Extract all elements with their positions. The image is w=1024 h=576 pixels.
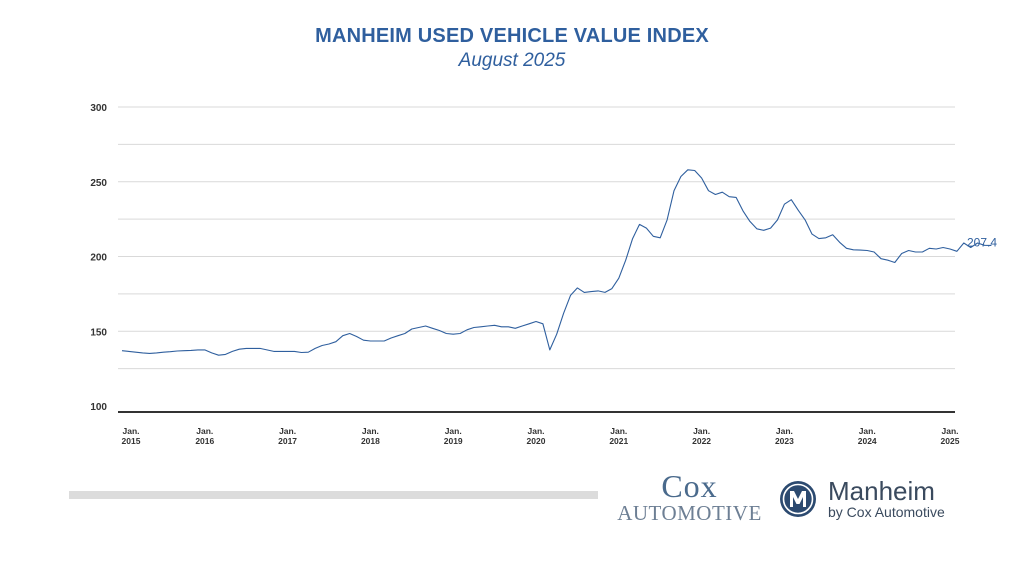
cox-automotive-logo: Cox AUTOMOTIVE (612, 470, 767, 526)
x-tick-label-year: 2021 (609, 436, 628, 446)
x-tick-label-year: 2018 (361, 436, 380, 446)
x-tick-label-month: Jan. (445, 426, 462, 436)
x-tick-label-month: Jan. (693, 426, 710, 436)
chart-subtitle: August 2025 (458, 50, 566, 71)
x-tick-label-month: Jan. (859, 426, 876, 436)
x-tick-label-year: 2019 (444, 436, 463, 446)
x-tick-label-year: 2024 (858, 436, 877, 446)
chart-gridlines (118, 106, 955, 413)
y-tick-label: 150 (90, 327, 107, 338)
x-tick-label-month: Jan. (279, 426, 296, 436)
x-tick-label-year: 2020 (527, 436, 546, 446)
x-tick-label-month: Jan. (610, 426, 627, 436)
x-tick-label-year: 2015 (122, 436, 141, 446)
y-tick-label: 250 (90, 178, 107, 189)
x-tick-label-month: Jan. (362, 426, 379, 436)
chart-title: MANHEIM USED VEHICLE VALUE INDEX (315, 25, 709, 47)
automotive-logo-word: AUTOMOTIVE (617, 501, 762, 525)
manheim-logo-name: Manheim (828, 476, 935, 506)
x-tick-label-year: 2025 (941, 436, 960, 446)
x-tick-label-year: 2017 (278, 436, 297, 446)
manheim-logo-tagline: by Cox Automotive (828, 504, 945, 520)
end-value-label: 207.4 (967, 235, 997, 249)
y-axis-tick-labels: 100 150 200 250 300 (90, 103, 107, 413)
x-tick-label-month: Jan. (122, 426, 139, 436)
x-tick-label-year: 2016 (195, 436, 214, 446)
end-value-label-group: 207.4 (967, 235, 997, 249)
x-tick-label-month: Jan. (776, 426, 793, 436)
manheim-m-icon (780, 481, 816, 517)
x-tick-label-month: Jan. (527, 426, 544, 436)
y-tick-label: 300 (90, 103, 107, 114)
x-tick-label-month: Jan. (196, 426, 213, 436)
x-tick-label-month: Jan. (941, 426, 958, 436)
y-tick-label: 100 (90, 402, 107, 413)
x-tick-label-year: 2023 (775, 436, 794, 446)
decorative-grey-bar (69, 491, 598, 499)
manheim-logo: Manheim by Cox Automotive (776, 477, 976, 523)
series-group (121, 169, 992, 356)
x-tick-label-year: 2022 (692, 436, 711, 446)
y-tick-label: 200 (90, 253, 107, 264)
cox-logo-word: Cox (661, 468, 718, 504)
series-line (121, 169, 992, 356)
x-axis-tick-labels: Jan.2015Jan.2016Jan.2017Jan.2018Jan.2019… (122, 426, 960, 446)
